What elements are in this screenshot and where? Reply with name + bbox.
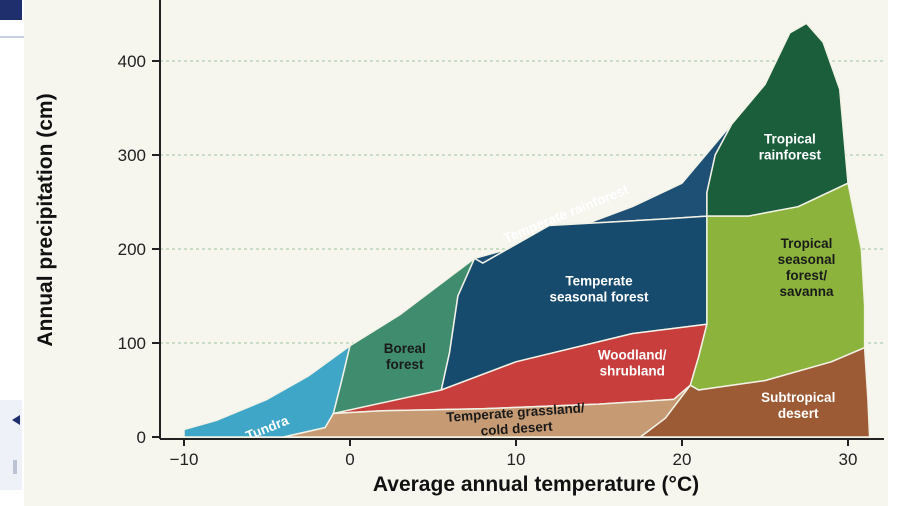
label-line: forest/ (786, 268, 828, 283)
y-tick-label: 0 (137, 428, 146, 447)
label-line: shrubland (600, 364, 665, 379)
label-line: cold desert (480, 419, 553, 439)
label-line: Boreal (384, 341, 426, 356)
label-temperate-seasonal-forest: Temperate seasonal forest (549, 273, 649, 304)
y-tick-label: 200 (118, 240, 146, 259)
x-tick-label: 30 (839, 450, 858, 469)
label-tropical-seasonal-forest-savanna: Tropical seasonal forest/savanna (778, 236, 836, 299)
label-boreal-forest: Boreal forest (384, 341, 426, 372)
axes (159, 0, 884, 440)
label-line: desert (778, 406, 819, 421)
left-slide-strip (0, 0, 24, 506)
y-axis-ticks: 0 100 200 300 400 (118, 52, 160, 447)
label-line: Tropical (781, 236, 833, 251)
label-tropical-rainforest: Tropical rainforest (759, 132, 822, 163)
x-axis-ticks: −10 0 10 20 30 (170, 439, 858, 469)
label-line: seasonal forest (549, 289, 649, 304)
y-tick-label: 100 (118, 334, 146, 353)
x-tick-label: 0 (345, 450, 354, 469)
label-line: seasonal (778, 252, 836, 267)
region-tropical-rainforest (706, 22, 849, 217)
y-tick-label: 400 (118, 52, 146, 71)
label-subtropical-desert: Subtropical desert (761, 390, 835, 421)
right-margin-strip (888, 0, 900, 506)
x-tick-label: 10 (507, 450, 526, 469)
left-arrow-icon (12, 415, 20, 425)
biome-regions (183, 22, 871, 438)
label-line: savanna (779, 284, 834, 299)
label-line: Tropical (764, 132, 816, 147)
slide-header-band (0, 0, 22, 20)
label-line: rainforest (759, 148, 822, 163)
y-tick-label: 300 (118, 146, 146, 165)
y-axis-title: Annual precipitation (cm) (34, 93, 57, 346)
slide-divider-line (0, 36, 24, 38)
x-tick-label: −10 (170, 450, 199, 469)
x-tick-label: 20 (673, 450, 692, 469)
x-axis-title: Average annual temperature (°C) (373, 473, 699, 496)
label-line: Subtropical (761, 390, 835, 405)
label-line: forest (386, 357, 424, 372)
region-subtropical-desert (639, 346, 871, 438)
label-woodland-shrubland: Woodland/shrubland (598, 348, 667, 379)
label-line: Temperate (565, 273, 633, 288)
label-line: Woodland/ (598, 348, 667, 363)
slide-side-mark (13, 460, 17, 474)
